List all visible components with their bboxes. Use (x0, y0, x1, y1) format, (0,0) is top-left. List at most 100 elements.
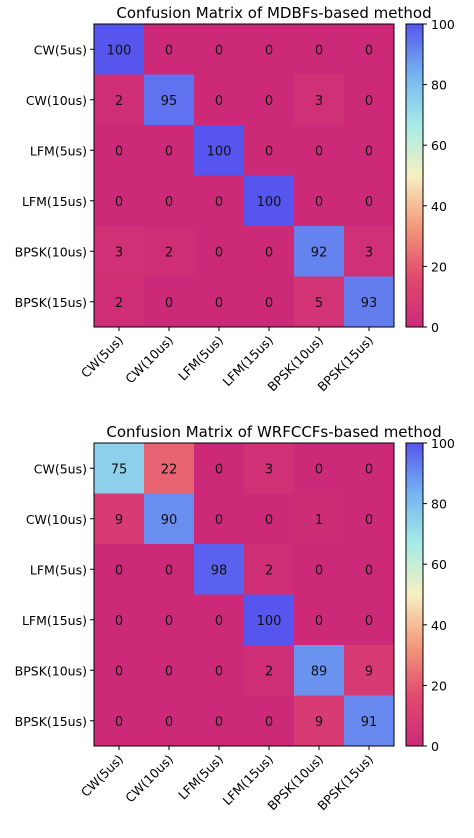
heatmap-cell (94, 493, 145, 545)
heatmap-cell (294, 276, 345, 328)
cell-value-label: 0 (165, 43, 173, 58)
y-tick-label: BPSK(10us) (15, 244, 87, 259)
cell-value-label: 92 (311, 245, 328, 260)
cell-value-label: 0 (215, 94, 223, 109)
cell-value-label: 0 (315, 563, 323, 578)
cell-value-label: 5 (315, 296, 323, 311)
heatmap-cell (244, 645, 295, 696)
heatmap-cell (144, 24, 195, 75)
cell-value-label: 3 (115, 245, 123, 260)
heatmap-cell (344, 443, 395, 494)
x-tick-label: LFM(5us) (175, 752, 226, 803)
cell-value-label: 0 (215, 296, 223, 311)
heatmap-cell (244, 125, 295, 176)
colorbar (405, 23, 424, 328)
heatmap-cell (344, 493, 395, 545)
heatmap-cell (94, 24, 145, 75)
colorbar-tick-label: 40 (431, 618, 447, 633)
heatmap-cell (244, 226, 295, 277)
cell-value-label: 0 (165, 563, 173, 578)
y-tick-label: LFM(15us) (22, 194, 87, 209)
heatmap-cell (344, 24, 395, 75)
heatmap-cell (194, 695, 245, 747)
cell-value-label: 0 (165, 614, 173, 629)
cell-value-label: 0 (315, 144, 323, 159)
cell-value-label: 0 (265, 245, 273, 260)
cell-value-label: 9 (315, 715, 323, 730)
axes-frame (93, 23, 395, 328)
heatmap-cell (294, 493, 345, 545)
cell-value-label: 2 (115, 94, 123, 109)
heatmap-cell (94, 544, 145, 595)
y-tick-label: CW(5us) (34, 461, 87, 476)
cell-value-label: 0 (115, 614, 123, 629)
heatmap-cell (344, 276, 395, 328)
heatmap-cell (144, 125, 195, 176)
heatmap-cell (294, 443, 345, 494)
heatmap-cell (94, 443, 145, 494)
colorbar-tick-label: 0 (431, 739, 439, 754)
cell-value-label: 0 (115, 715, 123, 730)
colorbar-tick-label: 60 (431, 138, 447, 153)
cell-value-label: 100 (207, 144, 232, 159)
cell-value-label: 0 (265, 715, 273, 730)
cell-value-label: 2 (165, 245, 173, 260)
heatmap-cell (194, 493, 245, 545)
cell-value-label: 0 (265, 296, 273, 311)
heatmap-cell (244, 24, 295, 75)
heatmap-cell (244, 276, 295, 328)
cell-value-label: 0 (165, 296, 173, 311)
heatmap-cell (194, 276, 245, 328)
cell-value-label: 0 (365, 563, 373, 578)
heatmap-cell (194, 443, 245, 494)
x-tick-label: CW(5us) (78, 333, 126, 381)
heatmap-cell (94, 74, 145, 126)
colorbar (405, 442, 424, 747)
axes-frame (93, 442, 395, 747)
heatmap-cell (294, 594, 345, 646)
cell-value-label: 89 (311, 664, 328, 679)
heatmap-cell (344, 645, 395, 696)
cell-value-label: 0 (115, 195, 123, 210)
heatmap-cell (144, 645, 195, 696)
cell-value-label: 0 (215, 245, 223, 260)
colorbar-tick-label: 100 (431, 436, 455, 451)
cell-value-label: 22 (161, 462, 178, 477)
heatmap-cell (294, 226, 345, 277)
heatmap-cell (144, 493, 195, 545)
cell-value-label: 0 (215, 715, 223, 730)
heatmap-cell (344, 175, 395, 227)
cell-value-label: 100 (257, 614, 282, 629)
cell-value-label: 100 (107, 43, 132, 58)
heatmap-cell (194, 594, 245, 646)
cell-value-label: 0 (115, 144, 123, 159)
confusion-matrix-panel-1: Confusion Matrix of MDBFs-based method 10… (15, 4, 455, 394)
cell-value-label: 93 (361, 296, 378, 311)
heatmap-cell (344, 74, 395, 126)
cell-value-label: 0 (215, 43, 223, 58)
cell-value-label: 0 (265, 513, 273, 528)
heatmap-cell (144, 276, 195, 328)
colorbar-tick-label: 40 (431, 199, 447, 214)
y-tick-label: BPSK(15us) (15, 714, 87, 729)
chart-title: Confusion Matrix of MDBFs-based method (116, 4, 431, 22)
heatmap-cell (344, 695, 395, 747)
heatmap-cell (194, 125, 245, 176)
heatmap-cell (244, 493, 295, 545)
cell-value-label: 0 (315, 195, 323, 210)
cell-value-label: 0 (365, 94, 373, 109)
cell-value-label: 9 (365, 664, 373, 679)
heatmap-cell (94, 226, 145, 277)
cell-value-label: 3 (265, 462, 273, 477)
cell-value-label: 0 (215, 614, 223, 629)
heatmap-cell (244, 594, 295, 646)
heatmap-cell (94, 125, 145, 176)
heatmap-cell (294, 74, 345, 126)
y-tick-label: CW(5us) (34, 42, 87, 57)
cell-value-label: 2 (115, 296, 123, 311)
heatmap-cell (94, 594, 145, 646)
heatmap-cell (194, 645, 245, 696)
heatmap-cell (94, 645, 145, 696)
heatmap-cell (144, 544, 195, 595)
y-tick-label: CW(10us) (26, 512, 87, 527)
